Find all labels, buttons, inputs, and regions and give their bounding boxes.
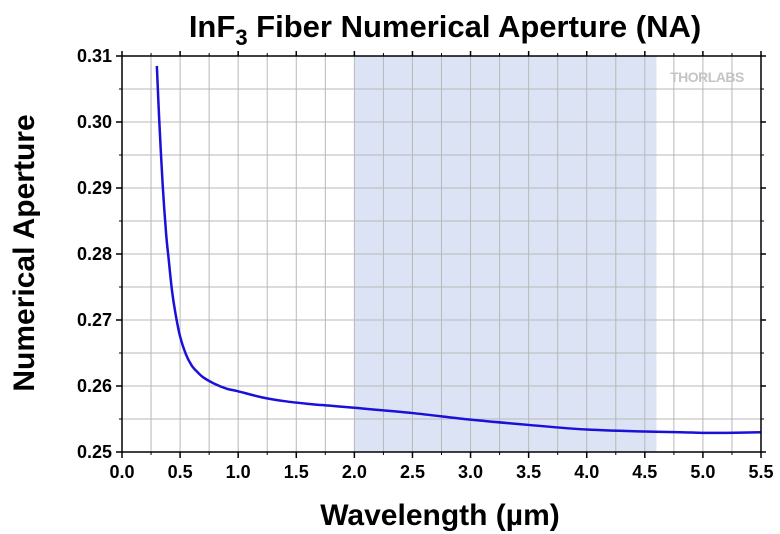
y-tick-label: 0.26 [77, 376, 112, 396]
x-tick-label: 1.5 [284, 462, 309, 482]
x-tick-label: 5.0 [690, 462, 715, 482]
x-axis-label: Wavelength (µm) [320, 499, 560, 532]
y-tick-label: 0.25 [77, 442, 112, 462]
y-axis-label: Numerical Aperture [8, 114, 41, 391]
x-tick-label: 5.5 [748, 462, 773, 482]
y-tick-label: 0.30 [77, 112, 112, 132]
grid [121, 55, 762, 453]
x-tick-label: 1.0 [226, 462, 251, 482]
series-line-0 [155, 65, 762, 435]
series-group [155, 65, 762, 435]
y-axis-ticks: 0.25 0.26 0.27 0.28 0.29 0.30 0.31 [77, 46, 766, 462]
chart-title: InF3 Fiber Numerical Aperture (NA) [189, 9, 701, 50]
x-tick-label: 3.0 [458, 462, 483, 482]
x-tick-label: 4.0 [574, 462, 599, 482]
x-tick-label: 0.0 [109, 462, 134, 482]
y-tick-label: 0.28 [77, 244, 112, 264]
watermark-logo: THORLABS [670, 69, 744, 85]
y-tick-label: 0.31 [77, 46, 112, 66]
x-tick-label: 0.5 [168, 462, 193, 482]
y-tick-label: 0.27 [77, 310, 112, 330]
y-tick-label: 0.29 [77, 178, 112, 198]
x-tick-label: 2.0 [342, 462, 367, 482]
x-tick-label: 4.5 [632, 462, 657, 482]
x-axis-ticks: 0.0 0.5 1.0 1.5 2.0 2.5 3.0 3.5 4.0 4.5 5.0 5.5 [109, 51, 774, 482]
x-tick-label: 3.5 [516, 462, 541, 482]
x-tick-label: 2.5 [400, 462, 425, 482]
